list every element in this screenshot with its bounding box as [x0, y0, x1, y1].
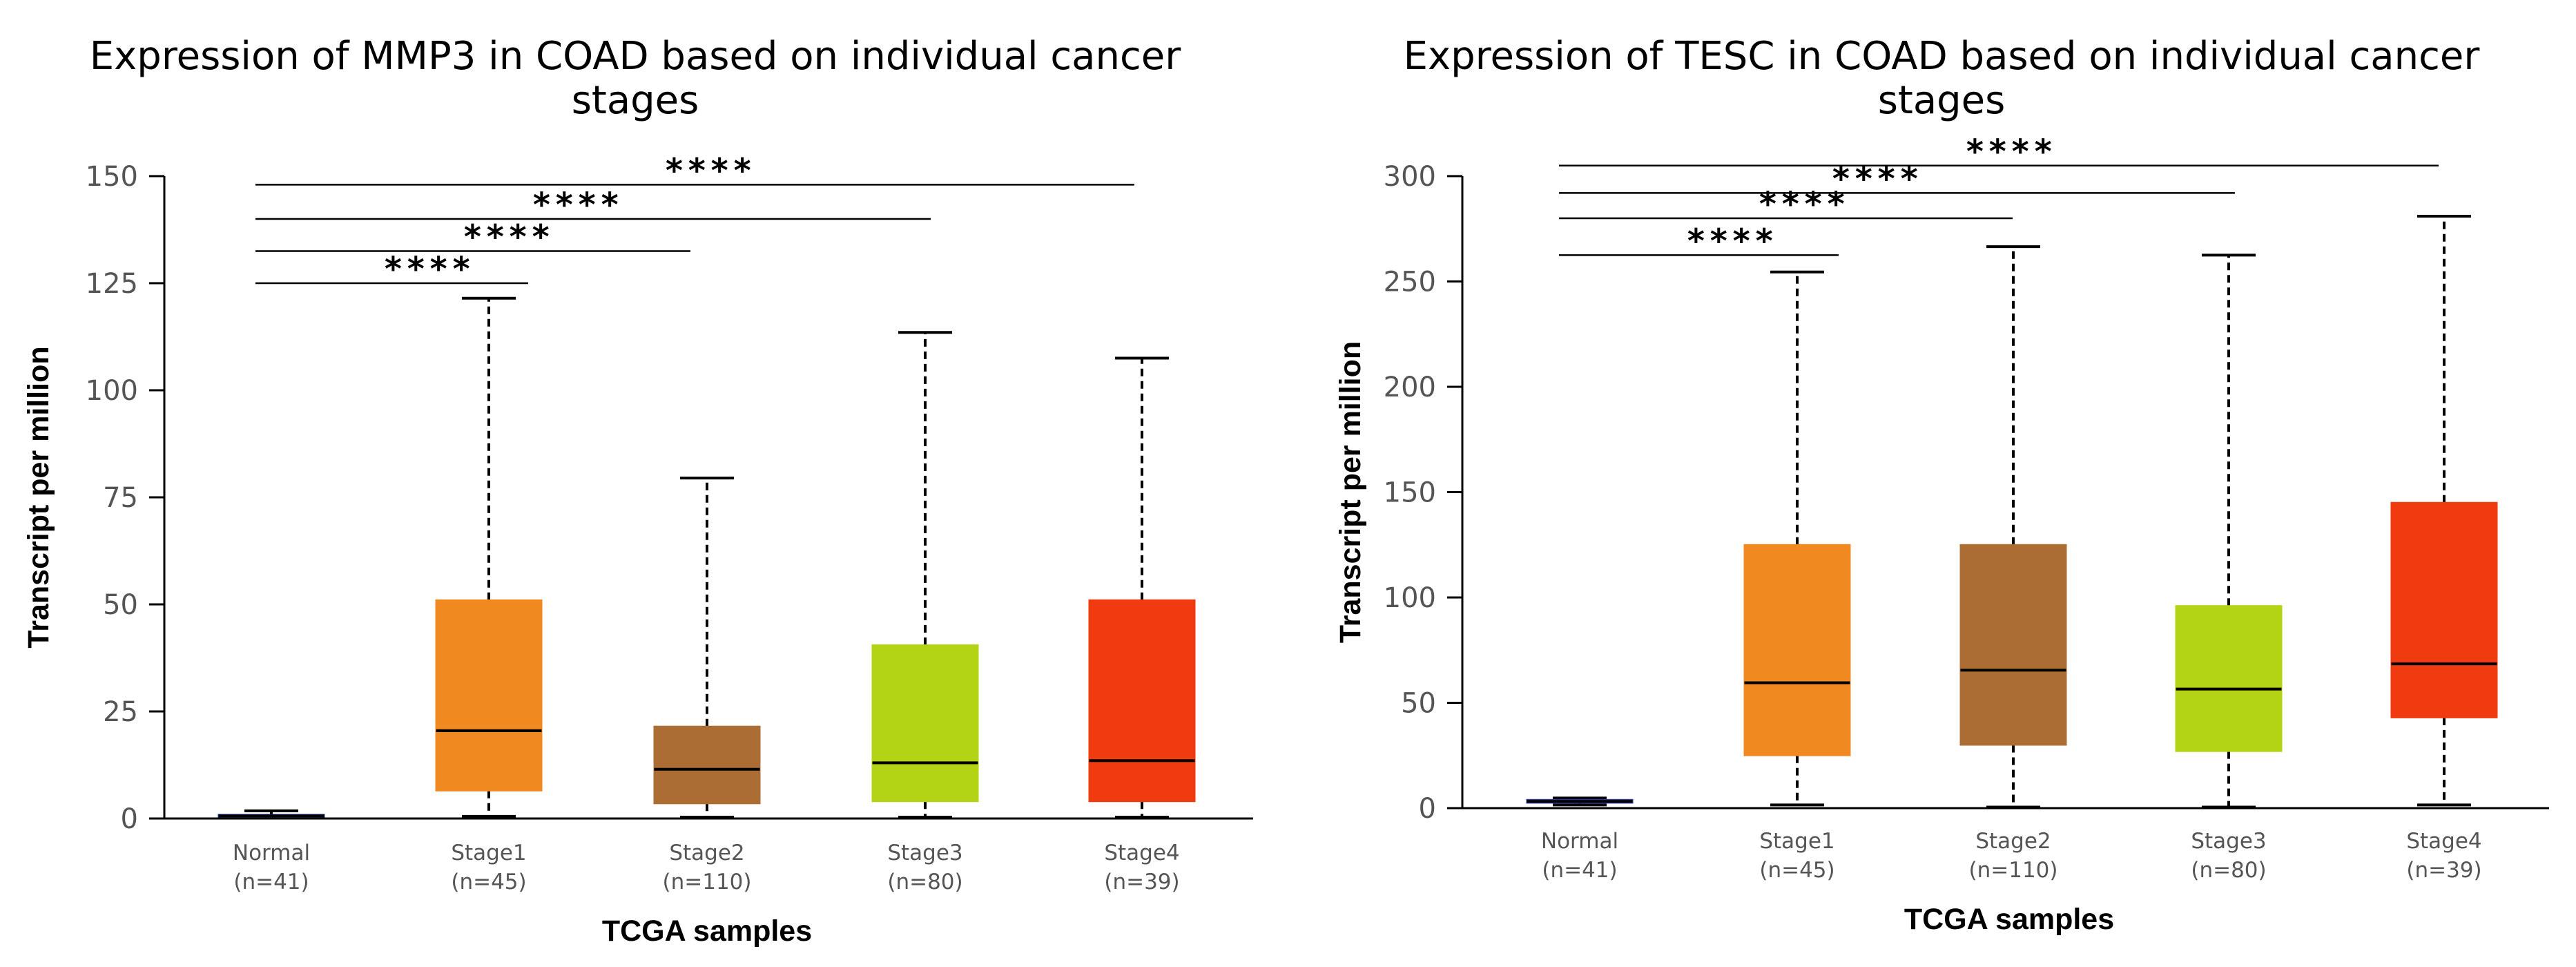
x-sample-count-label: (n=39) — [1104, 870, 1179, 894]
chart-title-line: stages — [1878, 78, 2006, 123]
x-category-label: Normal — [1541, 829, 1618, 854]
iqr-box — [1743, 544, 1851, 756]
iqr-box — [871, 644, 979, 803]
x-category-label: Stage3 — [887, 841, 962, 865]
box-stage4 — [2390, 214, 2498, 807]
y-tick-label: 150 — [1384, 477, 1436, 509]
box-stage3 — [2175, 253, 2283, 809]
x-category-label: Stage1 — [451, 841, 526, 865]
x-category-label: Stage4 — [1104, 841, 1179, 865]
x-category-label: Stage4 — [2406, 829, 2481, 854]
x-axis-label: TCGA samples — [602, 915, 812, 948]
y-tick-label: 75 — [103, 482, 138, 514]
y-tick-label: 100 — [1384, 582, 1436, 614]
y-tick-label: 150 — [86, 161, 138, 193]
iqr-box — [2390, 501, 2498, 718]
box-normal — [217, 809, 325, 819]
y-tick-label: 100 — [86, 375, 138, 407]
box-stage1 — [1743, 270, 1851, 807]
x-category-label: Stage2 — [1975, 829, 2051, 854]
iqr-box — [653, 725, 761, 805]
significance-stars: **** — [532, 186, 623, 224]
y-tick-label: 50 — [103, 589, 138, 621]
x-sample-count-label: (n=80) — [2191, 858, 2266, 883]
box-stage1 — [435, 296, 543, 818]
significance-stars: **** — [463, 218, 554, 257]
x-category-label: Stage1 — [1759, 829, 1834, 854]
x-sample-count-label: (n=45) — [1759, 858, 1834, 883]
chart-title-line: Expression of TESC in COAD based on indi… — [1404, 34, 2481, 79]
iqr-box — [2175, 605, 2283, 752]
x-category-label: Stage3 — [2191, 829, 2266, 854]
y-tick-label: 125 — [86, 268, 138, 300]
y-tick-label: 50 — [1401, 688, 1436, 720]
box-stage2 — [1959, 245, 2067, 809]
iqr-box — [1959, 544, 2067, 746]
x-sample-count-label: (n=45) — [451, 870, 526, 894]
significance-stars: **** — [1686, 222, 1777, 260]
x-axis-label: TCGA samples — [1904, 903, 2114, 936]
x-category-label: Stage2 — [669, 841, 744, 865]
y-axis-label: Transcript per million — [1334, 341, 1367, 643]
y-tick-label: 300 — [1384, 161, 1436, 193]
y-tick-label: 0 — [121, 803, 138, 835]
chart-title-line: stages — [572, 78, 699, 123]
iqr-box — [435, 599, 543, 792]
significance-stars: **** — [383, 250, 474, 289]
x-sample-count-label: (n=39) — [2406, 858, 2481, 883]
x-category-label: Normal — [233, 841, 310, 865]
significance-stars: **** — [1965, 133, 2056, 171]
x-sample-count-label: (n=110) — [663, 870, 752, 894]
x-sample-count-label: (n=80) — [887, 870, 962, 894]
significance-stars: **** — [1758, 185, 1849, 224]
y-tick-label: 25 — [103, 696, 138, 728]
x-sample-count-label: (n=41) — [1542, 858, 1617, 883]
box-stage4 — [1088, 356, 1196, 819]
x-sample-count-label: (n=110) — [1969, 858, 2058, 883]
box-stage3 — [871, 331, 979, 819]
y-tick-label: 0 — [1419, 793, 1436, 825]
box-normal — [1526, 796, 1634, 807]
chart-mmp3: Expression of MMP3 in COAD based on indi… — [22, 34, 1253, 948]
y-axis-label: Transcript per million — [22, 346, 55, 648]
iqr-box — [1088, 599, 1196, 803]
y-tick-label: 250 — [1384, 267, 1436, 298]
significance-stars: **** — [664, 151, 755, 190]
x-sample-count-label: (n=41) — [233, 870, 309, 894]
box-stage2 — [653, 477, 761, 819]
y-tick-label: 200 — [1384, 372, 1436, 403]
chart-title-line: Expression of MMP3 in COAD based on indi… — [90, 34, 1181, 79]
chart-tesc: Expression of TESC in COAD based on indi… — [1334, 34, 2549, 936]
